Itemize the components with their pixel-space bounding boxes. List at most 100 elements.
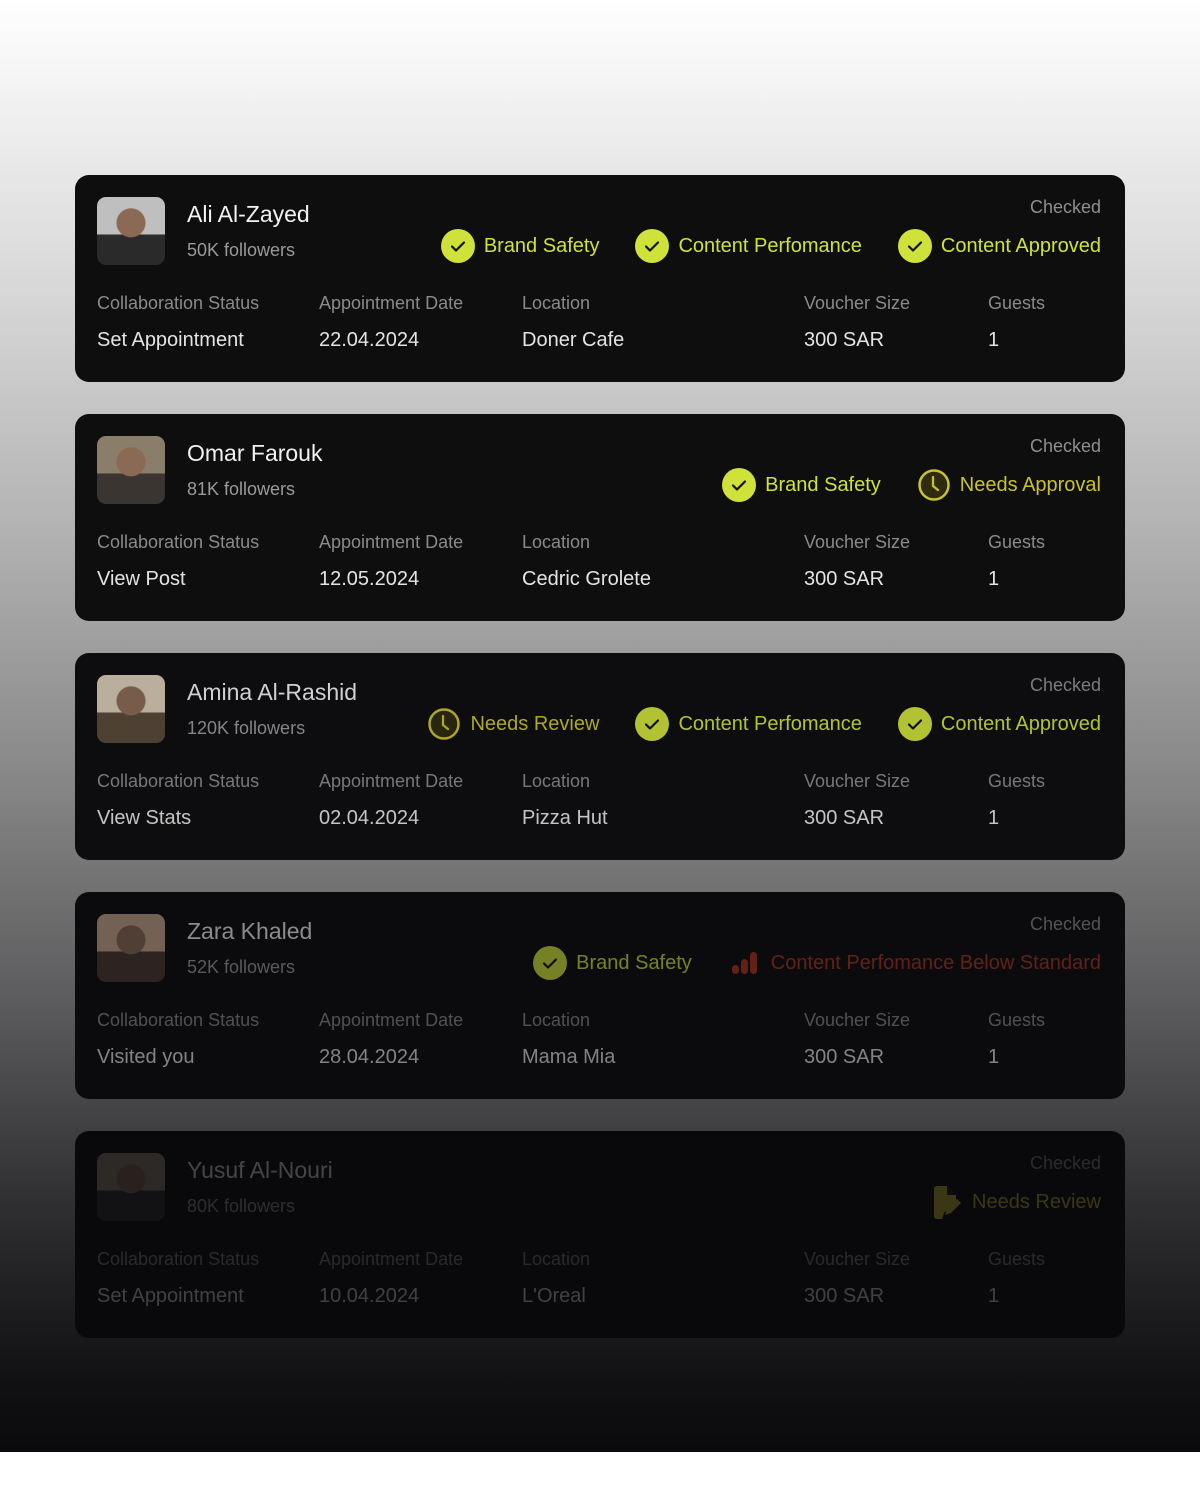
field-value: 10.04.2024: [319, 1285, 420, 1307]
status-badge: Brand Safety: [533, 946, 692, 980]
field-voucher: Voucher Size 300 SAR: [804, 1010, 910, 1069]
check-circle-icon: [635, 229, 670, 263]
badge-label: Brand Safety: [483, 234, 600, 257]
field-value[interactable]: Set Appointment: [97, 329, 244, 351]
field-label: Guests: [988, 532, 1046, 552]
field-guests: Guests 1: [988, 1010, 1045, 1069]
field-value: 300 SAR: [804, 1285, 885, 1307]
status-badge: Content Approved: [897, 229, 1101, 263]
follower-count: 80K followers: [187, 1196, 296, 1216]
field-voucher: Voucher Size 300 SAR: [804, 293, 910, 352]
field-label: Appointment Date: [319, 771, 464, 791]
field-label: Voucher Size: [804, 1010, 911, 1030]
field-voucher: Voucher Size 300 SAR: [804, 532, 910, 591]
field-label: Appointment Date: [319, 293, 464, 313]
field-value: 1: [988, 1285, 1000, 1307]
field-location: Location Cedric Grolete: [522, 532, 651, 591]
field-date: Appointment Date 10.04.2024: [319, 1249, 463, 1308]
influencer-card[interactable]: Amina Al-Rashid 120K followers Checked N…: [75, 653, 1125, 860]
field-value: Mama Mia: [522, 1046, 616, 1068]
field-status: Collaboration Status View Post: [97, 532, 259, 591]
badge-label: Needs Review: [972, 1190, 1101, 1213]
badge-label: Brand Safety: [576, 951, 692, 974]
avatar: [97, 1153, 165, 1221]
field-value: Cedric Grolete: [522, 568, 651, 590]
clock-icon: [917, 468, 951, 502]
field-label: Voucher Size: [804, 293, 911, 313]
influencer-card[interactable]: Omar Farouk 81K followers Checked Brand …: [75, 414, 1125, 621]
field-date: Appointment Date 02.04.2024: [319, 771, 463, 830]
status-badge: Content Approved: [897, 707, 1101, 741]
field-label: Location: [522, 1249, 591, 1269]
badge-label: Content Approved: [940, 712, 1101, 735]
field-label: Collaboration Status: [97, 1010, 260, 1030]
field-value: Doner Cafe: [522, 329, 625, 351]
status-badge: Needs Approval: [917, 468, 1101, 502]
field-guests: Guests 1: [988, 771, 1045, 830]
bar-chart-icon: [728, 946, 762, 980]
checked-label: Checked: [1029, 197, 1101, 217]
badge-label: Needs Review: [470, 712, 600, 735]
field-value: 300 SAR: [804, 329, 885, 351]
field-date: Appointment Date 22.04.2024: [319, 293, 463, 352]
field-label: Collaboration Status: [97, 771, 260, 791]
badge-label: Content Perfomance Below Standard: [770, 951, 1101, 974]
field-status: Collaboration Status Visited you: [97, 1010, 259, 1069]
follower-count: 52K followers: [187, 957, 296, 977]
field-voucher: Voucher Size 300 SAR: [804, 1249, 910, 1308]
badge-label: Needs Approval: [959, 473, 1101, 496]
check-circle-icon: [635, 707, 670, 741]
influencer-card[interactable]: Yusuf Al-Nouri 80K followers Checked Nee…: [75, 1131, 1125, 1338]
field-value[interactable]: Visited you: [97, 1046, 195, 1068]
follower-count: 120K followers: [187, 718, 306, 738]
field-label: Guests: [988, 771, 1046, 791]
field-value: Pizza Hut: [522, 807, 608, 829]
field-guests: Guests 1: [988, 1249, 1045, 1308]
avatar: [97, 197, 165, 265]
check-circle-icon: [533, 946, 568, 980]
avatar: [97, 914, 165, 982]
checked-label: Checked: [1029, 436, 1101, 456]
influencer-name[interactable]: Zara Khaled: [187, 918, 313, 944]
field-location: Location L'Oreal: [522, 1249, 590, 1308]
field-value[interactable]: View Post: [97, 568, 186, 590]
field-label: Collaboration Status: [97, 1249, 260, 1269]
influencer-card[interactable]: Ali Al-Zayed 50K followers Checked Brand…: [75, 175, 1125, 382]
field-value: 300 SAR: [804, 1046, 885, 1068]
field-value[interactable]: View Stats: [97, 807, 192, 829]
field-label: Location: [522, 532, 591, 552]
field-value[interactable]: Set Appointment: [97, 1285, 244, 1307]
field-label: Collaboration Status: [97, 293, 260, 313]
influencer-name[interactable]: Omar Farouk: [187, 440, 323, 466]
influencer-name[interactable]: Amina Al-Rashid: [187, 679, 358, 705]
field-value: 300 SAR: [804, 568, 885, 590]
field-status: Collaboration Status Set Appointment: [97, 293, 259, 352]
field-label: Guests: [988, 293, 1046, 313]
field-label: Voucher Size: [804, 532, 911, 552]
field-voucher: Voucher Size 300 SAR: [804, 771, 910, 830]
field-value: 22.04.2024: [319, 329, 420, 351]
badge-label: Content Perfomance: [678, 234, 862, 257]
field-guests: Guests 1: [988, 293, 1045, 352]
status-badge: Needs Review: [929, 1185, 1101, 1219]
field-label: Location: [522, 771, 591, 791]
field-date: Appointment Date 12.05.2024: [319, 532, 463, 591]
avatar: [97, 436, 165, 504]
status-badge: Needs Review: [427, 707, 599, 741]
status-badge: Brand Safety: [722, 468, 881, 502]
influencer-name[interactable]: Yusuf Al-Nouri: [187, 1157, 333, 1183]
status-badge: Content Perfomance Below Standard: [728, 946, 1101, 980]
field-label: Voucher Size: [804, 771, 911, 791]
badge-row: Brand Safety Needs Approval: [722, 468, 1101, 502]
influencer-card[interactable]: Zara Khaled 52K followers Checked Brand …: [75, 892, 1125, 1099]
badge-label: Content Perfomance: [678, 712, 862, 735]
field-value: 12.05.2024: [319, 568, 420, 590]
badge-label: Brand Safety: [765, 473, 881, 496]
check-circle-icon: [897, 229, 932, 263]
badge-row: Brand Safety Content Perfomance Content …: [440, 229, 1101, 263]
field-label: Appointment Date: [319, 532, 464, 552]
field-value: L'Oreal: [522, 1285, 586, 1307]
influencer-name[interactable]: Ali Al-Zayed: [187, 201, 310, 227]
field-label: Appointment Date: [319, 1249, 464, 1269]
field-label: Guests: [988, 1010, 1046, 1030]
